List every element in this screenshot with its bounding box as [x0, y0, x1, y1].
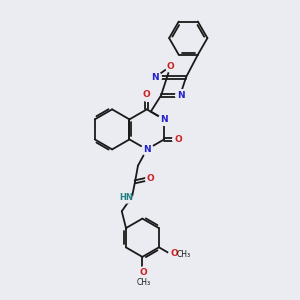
Text: O: O — [174, 135, 182, 144]
Text: O: O — [170, 249, 178, 258]
Text: O: O — [140, 268, 148, 277]
Text: O: O — [147, 174, 154, 183]
Text: CH₃: CH₃ — [177, 250, 191, 259]
Text: N: N — [151, 73, 158, 82]
Text: N: N — [177, 91, 184, 100]
Text: O: O — [167, 61, 175, 70]
Text: O: O — [143, 90, 151, 99]
Text: CH₃: CH₃ — [137, 278, 151, 287]
Text: N: N — [143, 145, 151, 154]
Text: N: N — [160, 115, 168, 124]
Text: HN: HN — [119, 193, 133, 202]
